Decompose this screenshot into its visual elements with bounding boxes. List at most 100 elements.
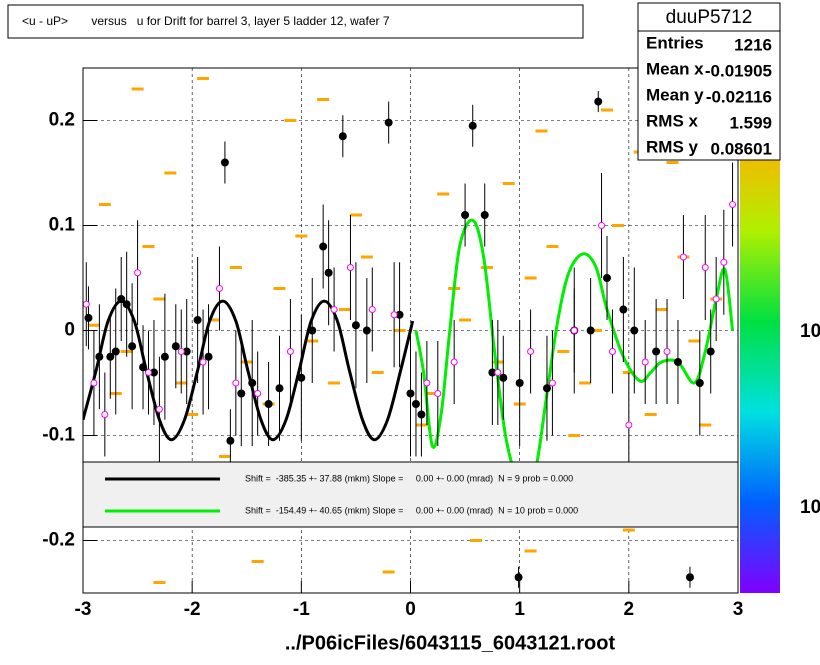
data-point	[570, 327, 578, 334]
data-point	[368, 306, 376, 313]
hist-bin	[142, 245, 155, 248]
data-point	[663, 348, 671, 355]
x-tick-label: 1	[514, 599, 525, 620]
data-point	[330, 306, 338, 313]
stats-value: 0.08601	[711, 139, 772, 158]
data-point	[586, 326, 595, 335]
data-point	[351, 321, 360, 330]
data-point	[673, 358, 682, 366]
stats-label: RMS x	[646, 111, 699, 130]
data-point	[275, 384, 284, 393]
chart-title: <u - uP> versus u for Drift for barrel 3…	[22, 14, 390, 28]
data-point	[594, 97, 603, 106]
data-point	[145, 369, 152, 376]
data-point	[134, 269, 142, 277]
data-point	[199, 358, 207, 366]
stats-title: duuP5712	[666, 7, 753, 28]
hist-bin	[251, 560, 264, 563]
data-point	[542, 384, 551, 393]
data-point	[406, 389, 415, 398]
y-tick-label: 0.1	[49, 215, 76, 236]
hist-bin	[644, 413, 657, 416]
hist-bin	[666, 161, 679, 164]
data-point	[308, 326, 317, 335]
hist-bin	[502, 182, 515, 185]
data-point	[499, 373, 508, 382]
hist-bin	[524, 549, 537, 553]
data-point	[177, 348, 185, 355]
stats-label: Entries	[646, 33, 704, 52]
x-tick-label: -3	[75, 599, 92, 620]
data-point	[297, 373, 306, 382]
hist-bin	[426, 392, 439, 395]
y-tick-label: 0	[64, 320, 75, 341]
data-point	[319, 242, 328, 251]
hist-bin	[186, 413, 199, 416]
data-point	[598, 222, 606, 229]
y-tick-label: -0.2	[42, 530, 75, 551]
x-tick-label: 2	[624, 599, 635, 620]
stats-value: 1.599	[729, 113, 772, 132]
hist-bin	[295, 234, 308, 238]
stats-value: -0.02116	[706, 87, 772, 106]
hist-bin	[524, 276, 537, 280]
hist-bin	[611, 224, 624, 227]
stats-label: Mean y	[646, 85, 704, 104]
data-point	[625, 421, 633, 429]
data-point	[362, 326, 371, 335]
hist-bin	[557, 350, 570, 353]
stats-value: -0.01905	[705, 61, 772, 80]
data-point	[324, 268, 333, 277]
hist-bin	[437, 192, 450, 196]
data-point	[450, 358, 458, 366]
data-point	[461, 211, 470, 219]
data-point	[220, 158, 229, 167]
data-point	[729, 201, 737, 208]
hist-bin	[360, 255, 373, 259]
hist-bin	[699, 423, 712, 427]
data-point	[695, 379, 704, 387]
data-point	[155, 405, 163, 413]
data-point	[514, 573, 523, 582]
hist-bin	[459, 318, 472, 322]
x-tick-label: 3	[733, 599, 744, 620]
hist-bin	[98, 203, 111, 206]
data-point	[384, 118, 393, 127]
data-point	[226, 436, 235, 445]
hist-bin	[153, 297, 166, 301]
stats-box	[637, 2, 781, 161]
hist-bin	[688, 339, 701, 343]
data-point	[101, 411, 109, 418]
data-point	[111, 347, 120, 356]
palette-label: 10	[800, 321, 820, 342]
data-point	[237, 389, 246, 398]
hist-bin	[568, 434, 581, 437]
data-point	[720, 258, 728, 266]
data-point	[254, 390, 262, 397]
data-point	[248, 379, 257, 387]
data-point	[706, 347, 715, 356]
palette-label: 10	[800, 497, 820, 518]
overlay: -3 -2 -1 0 1 2 3 -0.2 -0.1 0 0.1 0.2 Shift = -385.35…	[42, 2, 820, 620]
data-point	[494, 369, 502, 376]
legend-box	[82, 461, 739, 528]
data-point	[630, 326, 639, 335]
fit-curve	[83, 299, 415, 442]
data-point	[548, 379, 556, 387]
data-point	[652, 347, 661, 356]
data-point	[139, 363, 148, 372]
hist-bin	[164, 171, 177, 175]
hist-bin	[535, 129, 548, 133]
data-point	[286, 348, 294, 355]
hist-bin	[349, 213, 362, 217]
data-point	[215, 285, 223, 292]
data-point	[712, 295, 720, 303]
data-point	[417, 410, 426, 419]
hist-bin	[328, 381, 341, 385]
x-tick-label: -2	[184, 599, 201, 620]
hist-bin	[273, 287, 286, 290]
data-point	[264, 400, 273, 408]
hist-bin	[590, 329, 603, 332]
data-point	[411, 400, 420, 408]
